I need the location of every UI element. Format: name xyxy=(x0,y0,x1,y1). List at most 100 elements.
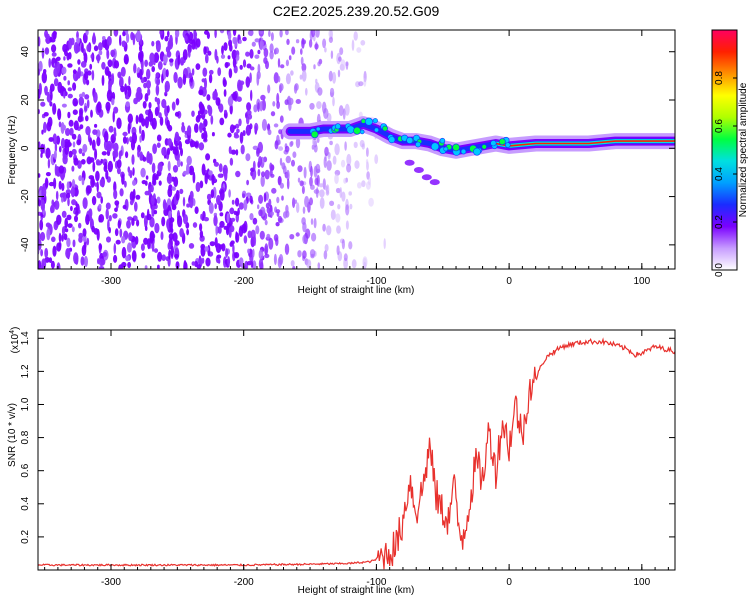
noise-speckle xyxy=(61,210,67,218)
noise-speckle xyxy=(317,87,323,96)
noise-speckle xyxy=(311,30,316,38)
noise-speckle xyxy=(274,140,279,150)
noise-speckle xyxy=(98,215,102,223)
noise-speckle xyxy=(340,159,346,168)
spectrogram-y-axis: -40 -20 0 20 40 xyxy=(20,46,675,252)
noise-speckle xyxy=(47,158,51,169)
noise-speckle xyxy=(215,224,218,236)
noise-speckle xyxy=(339,47,344,55)
noise-speckle xyxy=(67,63,73,68)
noise-speckle xyxy=(243,220,248,233)
noise-speckle xyxy=(216,194,221,206)
noise-speckle xyxy=(38,68,41,76)
noise-speckle xyxy=(338,105,344,117)
noise-speckle xyxy=(146,68,151,80)
noise-speckle xyxy=(54,200,60,210)
noise-speckle xyxy=(186,228,190,236)
noise-speckle xyxy=(155,72,159,78)
noise-speckle xyxy=(288,97,294,106)
noise-speckle xyxy=(267,129,272,136)
signal-blob xyxy=(452,143,460,152)
noise-speckle xyxy=(300,56,304,66)
noise-speckle xyxy=(302,206,306,214)
noise-speckle xyxy=(306,259,312,269)
noise-speckle xyxy=(120,66,126,77)
noise-speckle xyxy=(121,174,125,185)
noise-speckle xyxy=(365,159,369,165)
noise-speckle xyxy=(78,148,83,154)
noise-speckle xyxy=(314,177,319,186)
noise-speckle xyxy=(285,155,291,164)
noise-speckle xyxy=(155,84,160,96)
noise-speckle xyxy=(233,210,238,215)
noise-speckle xyxy=(53,177,57,190)
noise-speckle xyxy=(181,122,185,127)
noise-speckle xyxy=(82,143,88,153)
noise-speckle xyxy=(383,238,386,250)
spectrogram-x-tick-label: -300 xyxy=(101,276,121,287)
noise-speckle xyxy=(167,41,171,52)
noise-speckle xyxy=(237,81,243,92)
noise-speckle xyxy=(129,199,134,206)
noise-speckle xyxy=(61,182,65,192)
noise-speckle xyxy=(309,249,316,258)
noise-speckle xyxy=(78,222,82,229)
noise-speckle xyxy=(154,106,159,117)
noise-speckle xyxy=(252,248,255,258)
noise-speckle xyxy=(151,205,155,217)
noise-speckle xyxy=(151,66,155,73)
noise-speckle xyxy=(154,96,158,102)
noise-speckle xyxy=(295,39,300,44)
noise-speckle xyxy=(268,237,274,250)
noise-speckle xyxy=(301,217,306,226)
noise-speckle xyxy=(238,39,242,44)
noise-speckle xyxy=(266,206,270,214)
noise-speckle xyxy=(129,169,133,179)
noise-speckle xyxy=(40,143,45,155)
snr-x-tick-label: 100 xyxy=(633,577,650,588)
noise-speckle xyxy=(243,235,248,244)
noise-speckle xyxy=(55,190,59,201)
svg-text:(x104): (x104) xyxy=(9,327,21,354)
noise-speckle xyxy=(270,111,276,117)
noise-speckle xyxy=(216,254,222,259)
colorbar-tick-label: 0.6 xyxy=(714,119,725,133)
noise-speckle xyxy=(38,260,42,269)
noise-speckle xyxy=(113,189,118,200)
noise-speckle xyxy=(113,254,118,263)
noise-speckle xyxy=(285,59,289,67)
noise-speckle xyxy=(245,124,252,136)
noise-speckle xyxy=(253,104,258,113)
noise-speckle xyxy=(162,67,167,80)
noise-speckle xyxy=(239,131,244,144)
noise-speckle xyxy=(58,121,62,128)
noise-speckle xyxy=(39,219,44,231)
signal-branch xyxy=(429,179,440,186)
noise-speckle xyxy=(50,90,53,101)
noise-speckle xyxy=(107,59,113,68)
noise-speckle xyxy=(141,129,145,142)
noise-speckle xyxy=(127,123,131,135)
noise-speckle xyxy=(332,96,335,107)
noise-speckle xyxy=(79,124,84,130)
noise-speckle xyxy=(258,258,264,269)
noise-speckle xyxy=(270,211,274,216)
noise-speckle xyxy=(53,150,57,160)
noise-speckle xyxy=(204,246,209,252)
noise-speckle xyxy=(166,147,171,156)
noise-speckle xyxy=(273,253,277,266)
noise-speckle xyxy=(174,240,180,246)
noise-speckle xyxy=(353,141,358,149)
signal-blob xyxy=(346,125,355,134)
noise-speckle xyxy=(252,217,258,225)
noise-speckle xyxy=(50,260,55,269)
noise-speckle xyxy=(102,251,108,257)
noise-speckle xyxy=(286,38,290,46)
noise-speckle xyxy=(169,219,173,231)
noise-speckle xyxy=(199,123,205,129)
noise-speckle xyxy=(147,110,154,123)
noise-speckle xyxy=(297,165,303,173)
noise-speckle xyxy=(289,141,293,147)
noise-speckle xyxy=(142,101,147,109)
